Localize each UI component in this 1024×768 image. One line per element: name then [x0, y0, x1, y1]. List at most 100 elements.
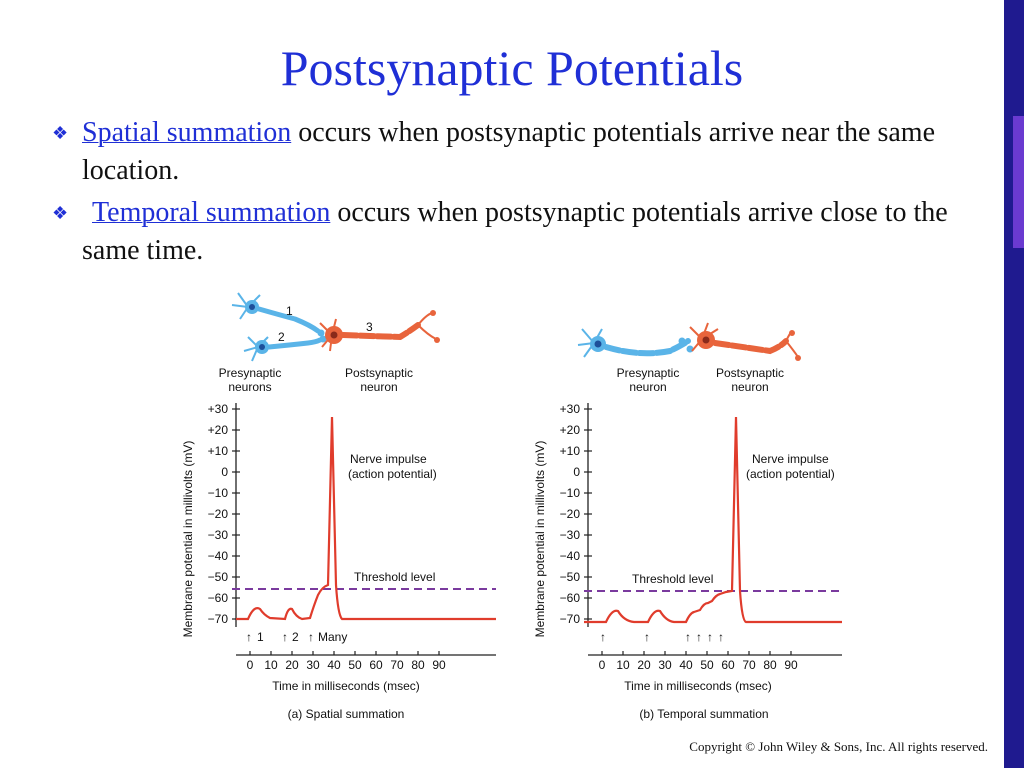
- postsynaptic-label-a-2: neuron: [360, 380, 397, 394]
- panel-a-annotation-1: Nerve impulse: [350, 452, 427, 466]
- presynaptic-label-b-2: neuron: [629, 380, 666, 394]
- panel-b-annotation-1: Nerve impulse: [752, 452, 829, 466]
- panel-a-annotation-2: (action potential): [348, 467, 437, 481]
- y-tick-label: +10: [560, 444, 581, 458]
- arrow-label-many: Many: [318, 630, 347, 644]
- y-tick-label: 0: [221, 465, 228, 479]
- x-tick-label: 60: [721, 658, 735, 672]
- panel-b-annotation-2: (action potential): [746, 467, 835, 481]
- x-tick-label: 90: [432, 658, 446, 672]
- presynaptic-label-a-1: Presynaptic: [219, 366, 282, 380]
- presynaptic-label-a-2: neurons: [228, 380, 271, 394]
- panel-b-neurons: Presynaptic neuron Postsynaptic neuron: [577, 322, 801, 394]
- y-tick-label: +10: [208, 444, 229, 458]
- x-tick-label: 80: [763, 658, 777, 672]
- up-arrow-icon: ↑: [685, 630, 691, 644]
- panel-a-xlabel: Time in milliseconds (msec): [272, 679, 420, 693]
- y-tick-label: −60: [208, 591, 229, 605]
- presynaptic-label-b-1: Presynaptic: [617, 366, 680, 380]
- up-arrow-icon: ↑: [707, 630, 713, 644]
- panel-a-threshold-label: Threshold level: [354, 570, 435, 584]
- neuron-label-3: 3: [366, 320, 373, 334]
- bullet-text: occurs when postsynaptic potentials arri…: [82, 117, 935, 186]
- x-tick-label: 90: [784, 658, 798, 672]
- postsynaptic-label-b-1: Postsynaptic: [716, 366, 784, 380]
- y-tick-label: −20: [560, 507, 581, 521]
- y-tick-label: −20: [208, 507, 229, 521]
- postsynaptic-neuron-a: [319, 310, 440, 352]
- panel-a-ylabel: Membrane potential in millivolts (mV): [181, 441, 195, 638]
- panel-a-trace: [236, 416, 496, 621]
- y-tick-label: −70: [560, 612, 581, 626]
- x-tick-label: 0: [599, 658, 606, 672]
- y-tick-label: +20: [560, 423, 581, 437]
- term-spatial-summation: Spatial summation: [82, 117, 292, 148]
- x-tick-label: 20: [637, 658, 651, 672]
- panel-b-arrows: ↑ ↑ ↑ ↑ ↑ ↑: [600, 630, 724, 644]
- x-tick-label: 30: [658, 658, 672, 672]
- panel-b-xlabel: Time in milliseconds (msec): [624, 679, 772, 693]
- x-tick-label: 70: [390, 658, 404, 672]
- y-tick-label: −40: [560, 549, 581, 563]
- panel-b-ylabel: Membrane potential in millivolts (mV): [533, 441, 547, 638]
- y-tick-label: −60: [560, 591, 581, 605]
- panel-a-neurons: 1 2 3 Presynaptic neurons Postsynaptic n…: [219, 292, 440, 394]
- right-accent-highlight: [1013, 116, 1024, 248]
- up-arrow-icon: ↑: [600, 630, 606, 644]
- bullet-spatial: ❖ Spatial summation occurs when postsyna…: [52, 114, 982, 190]
- y-tick-label: +30: [560, 402, 581, 416]
- bullet-text: occurs when postsynaptic potentials arri…: [82, 197, 948, 266]
- panel-a-caption: (a) Spatial summation: [288, 707, 405, 721]
- x-tick-label: 60: [369, 658, 383, 672]
- y-tick-label: −70: [208, 612, 229, 626]
- postsynaptic-label-b-2: neuron: [731, 380, 768, 394]
- up-arrow-icon: ↑: [718, 630, 724, 644]
- x-tick-label: 30: [306, 658, 320, 672]
- presynaptic-neuron-b: [577, 328, 694, 358]
- x-tick-label: 40: [327, 658, 341, 672]
- term-temporal-summation: Temporal summation: [92, 197, 331, 228]
- panel-a-chart: Membrane potential in millivolts (mV) +3…: [181, 402, 496, 721]
- panel-b-caption: (b) Temporal summation: [639, 707, 768, 721]
- diamond-bullet-icon: ❖: [52, 203, 69, 223]
- arrow-label-2: 2: [292, 630, 299, 644]
- up-arrow-icon: ↑: [246, 630, 252, 644]
- x-tick-label: 50: [348, 658, 362, 672]
- y-tick-label: −40: [208, 549, 229, 563]
- summation-figure: 1 2 3 Presynaptic neurons Postsynaptic n…: [181, 292, 842, 721]
- bullet-temporal: ❖ Temporal summation occurs when postsyn…: [52, 194, 982, 270]
- panel-b-trace: [584, 416, 842, 624]
- y-tick-label: 0: [573, 465, 580, 479]
- up-arrow-icon: ↑: [282, 630, 288, 644]
- neuron-label-2: 2: [278, 330, 285, 344]
- postsynaptic-label-a-1: Postsynaptic: [345, 366, 413, 380]
- up-arrow-icon: ↑: [644, 630, 650, 644]
- y-tick-label: −30: [560, 528, 581, 542]
- up-arrow-icon: ↑: [308, 630, 314, 644]
- panel-b-threshold-label: Threshold level: [632, 572, 713, 586]
- y-tick-label: −50: [208, 570, 229, 584]
- presynaptic-neuron-1: [231, 292, 325, 337]
- x-tick-label: 0: [247, 658, 254, 672]
- panel-b-chart: Membrane potential in millivolts (mV) +3…: [533, 402, 842, 721]
- y-tick-label: −30: [208, 528, 229, 542]
- panel-a-arrows: ↑ 1 ↑ 2 ↑ Many: [246, 630, 347, 644]
- x-tick-label: 80: [411, 658, 425, 672]
- x-tick-label: 40: [679, 658, 693, 672]
- neuron-label-1: 1: [286, 304, 293, 318]
- arrow-label-1: 1: [257, 630, 264, 644]
- presynaptic-neuron-2: [243, 335, 327, 362]
- x-tick-label: 10: [264, 658, 278, 672]
- y-tick-label: +30: [208, 402, 229, 416]
- x-tick-label: 70: [742, 658, 756, 672]
- x-tick-label: 20: [285, 658, 299, 672]
- y-tick-label: −10: [208, 486, 229, 500]
- y-tick-label: −10: [560, 486, 581, 500]
- slide-title: Postsynaptic Potentials: [280, 40, 744, 96]
- diamond-bullet-icon: ❖: [52, 123, 69, 143]
- y-tick-label: +20: [208, 423, 229, 437]
- copyright-notice: Copyright © John Wiley & Sons, Inc. All …: [689, 739, 988, 754]
- up-arrow-icon: ↑: [696, 630, 702, 644]
- postsynaptic-neuron-b: [689, 322, 801, 361]
- x-tick-label: 10: [616, 658, 630, 672]
